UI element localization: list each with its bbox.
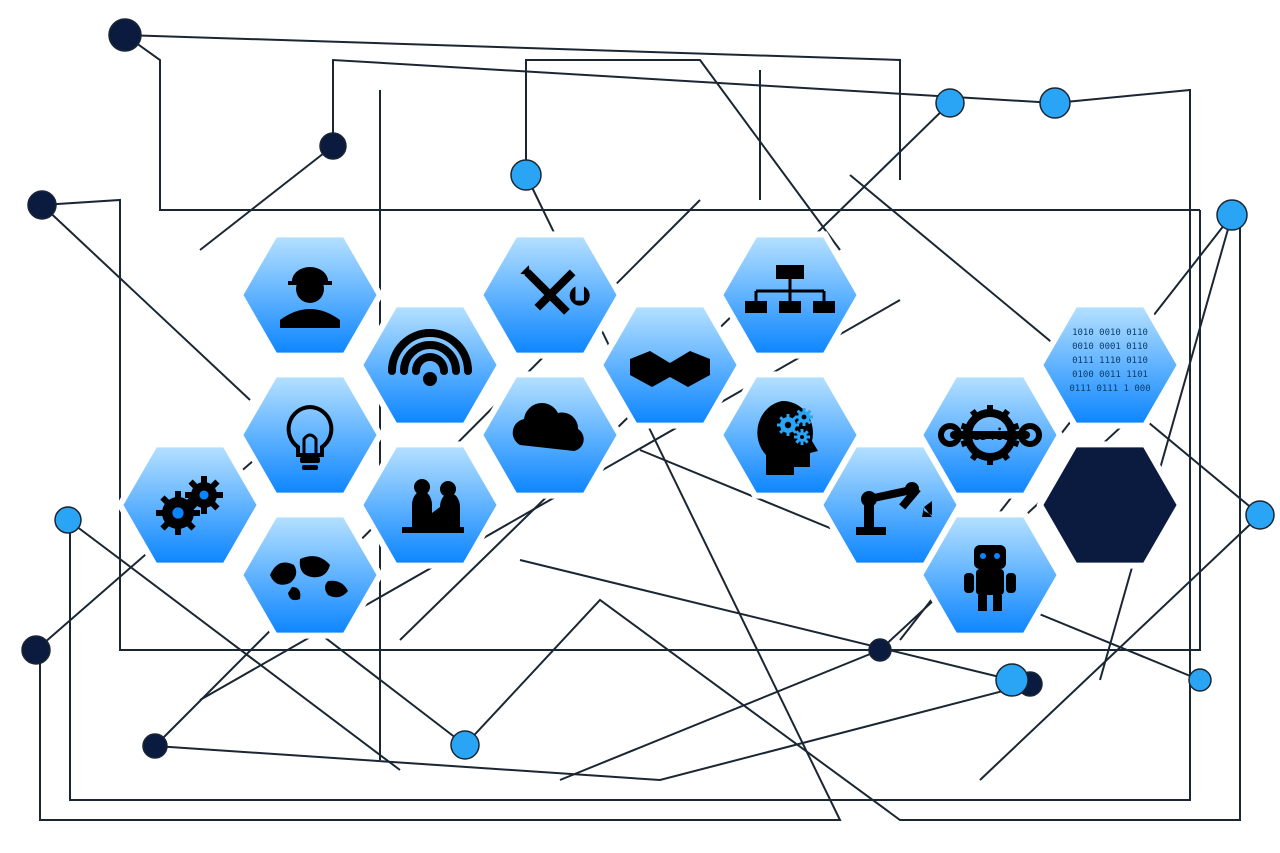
- hex-tools: [480, 234, 620, 355]
- hex-handshake: [600, 304, 740, 425]
- edge-26: [200, 300, 900, 700]
- node-n15: [55, 507, 81, 533]
- svg-text:Service: Service: [962, 424, 1018, 444]
- svg-text:0100 0011 1101: 0100 0011 1101: [1072, 370, 1148, 380]
- node-n4: [936, 89, 964, 117]
- edge-0: [125, 35, 900, 180]
- node-n12: [451, 731, 479, 759]
- node-n7: [1246, 501, 1274, 529]
- edge-22: [560, 650, 880, 780]
- node-n5: [1040, 88, 1070, 118]
- hex-binary: 1010 0010 0110 0010 0001 0110 0111 1110 01…: [1040, 304, 1180, 425]
- hex-orgchart: [720, 234, 860, 355]
- node-n8: [1189, 669, 1211, 691]
- hex-dark-hex: [1040, 444, 1180, 565]
- svg-text:0010 0001 0110: 0010 0001 0110: [1072, 342, 1148, 352]
- node-n16: [28, 191, 56, 219]
- network-diagram: 1010 0010 0110 0010 0001 0110 0111 1110 01…: [0, 0, 1280, 853]
- node-n10: [996, 664, 1028, 696]
- hex-worldmap: [240, 514, 380, 635]
- svg-text:0111 1110 0110: 0111 1110 0110: [1072, 356, 1148, 366]
- hex-lightbulb: [240, 374, 380, 495]
- svg-text:1010 0010 0110: 1010 0010 0110: [1072, 328, 1148, 338]
- hex-cloud: [480, 374, 620, 495]
- node-n11: [869, 639, 891, 661]
- node-n1: [109, 19, 141, 51]
- hexagon-layer: 1010 0010 0110 0010 0001 0110 0111 1110 01…: [120, 234, 1180, 635]
- edge-20: [155, 684, 1030, 780]
- svg-text:0111 0111 1 000: 0111 0111 1 000: [1069, 384, 1150, 394]
- edge-11: [526, 60, 840, 250]
- node-n14: [22, 636, 50, 664]
- binary-icon: 1010 0010 0110 0010 0001 0110 0111 1110 01…: [1069, 328, 1150, 394]
- node-n13: [143, 734, 167, 758]
- hex-gears: [120, 444, 260, 565]
- node-n2: [320, 133, 346, 159]
- hex-worker: [240, 234, 380, 355]
- node-n6: [1217, 200, 1247, 230]
- head-gears-icon: [757, 401, 818, 475]
- node-n3: [511, 160, 541, 190]
